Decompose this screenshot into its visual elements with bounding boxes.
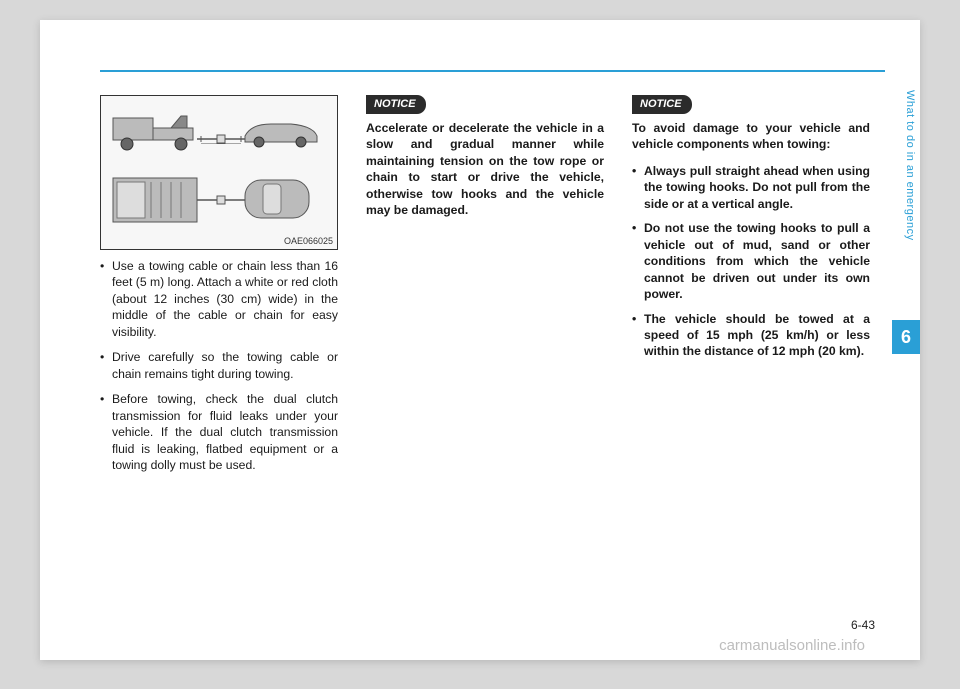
chapter-number-tab: 6 bbox=[892, 320, 920, 354]
notice-body: Accelerate or decelerate the vehicle in … bbox=[366, 120, 604, 219]
page-number: 6-43 bbox=[851, 618, 875, 632]
list-item: Use a towing cable or chain less than 16… bbox=[100, 258, 338, 340]
notice-intro: To avoid damage to your vehicle and vehi… bbox=[632, 120, 870, 153]
header-rule bbox=[100, 70, 885, 72]
tow-rope-top-icon bbox=[197, 194, 245, 206]
watermark: carmanualsonline.info bbox=[719, 637, 865, 654]
car-side-icon bbox=[241, 118, 321, 148]
section-title-vertical: What to do in an emergency bbox=[896, 90, 916, 290]
column-2: NOTICE Accelerate or decelerate the vehi… bbox=[366, 95, 604, 595]
column-1: OAE066025 Use a towing cable or chain le… bbox=[100, 95, 338, 595]
column-3: NOTICE To avoid damage to your vehicle a… bbox=[632, 95, 870, 595]
list-item: Before towing, check the dual clutch tra… bbox=[100, 391, 338, 473]
col1-bullets: Use a towing cable or chain less than 16… bbox=[100, 258, 338, 474]
manual-page: OAE066025 Use a towing cable or chain le… bbox=[40, 20, 920, 660]
tow-truck-side-icon bbox=[111, 110, 201, 152]
tow-rope-side-icon bbox=[197, 134, 245, 144]
side-tab: What to do in an emergency bbox=[892, 90, 920, 320]
car-top-icon bbox=[241, 176, 313, 222]
towing-illustration: OAE066025 bbox=[100, 95, 338, 250]
list-item: Always pull straight ahead when using th… bbox=[632, 163, 870, 212]
list-item: The vehicle should be towed at a speed o… bbox=[632, 311, 870, 360]
tow-truck-top-icon bbox=[111, 172, 201, 228]
illustration-code: OAE066025 bbox=[284, 235, 333, 247]
list-item: Do not use the towing hooks to pull a ve… bbox=[632, 220, 870, 302]
notice-tag: NOTICE bbox=[366, 95, 426, 114]
notice-tag: NOTICE bbox=[632, 95, 692, 114]
list-item: Drive carefully so the towing cable or c… bbox=[100, 349, 338, 382]
content-columns: OAE066025 Use a towing cable or chain le… bbox=[100, 95, 870, 595]
col3-notice-bullets: Always pull straight ahead when using th… bbox=[632, 163, 870, 360]
